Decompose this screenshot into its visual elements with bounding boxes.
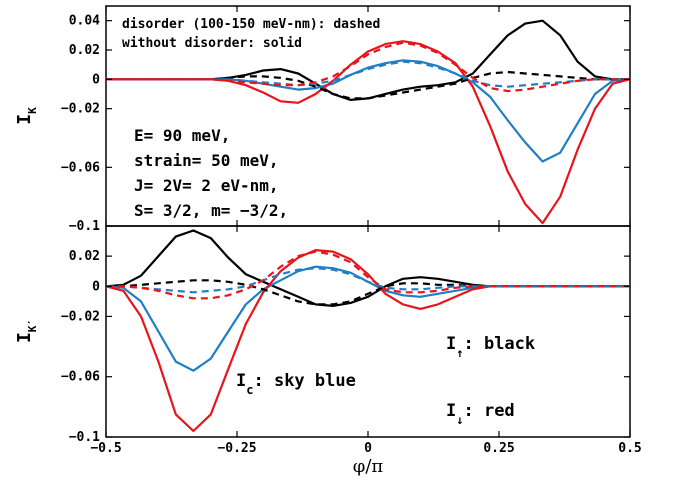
legend-spin-down-symbol: I	[446, 401, 456, 421]
legend-spin-down-text: : red	[463, 401, 514, 421]
legend-charge-sub: c	[246, 383, 253, 397]
x-axis-label: φ/π	[353, 456, 384, 477]
legend-charge-text: : sky blue	[253, 371, 355, 391]
x-tick-label: 0.5	[618, 441, 641, 456]
annotation-no-disorder: without disorder: solid	[122, 36, 302, 51]
tick-marks: 0.04 0.02 0 −0.02 −0.06 −0.1 0.02 0 −0.02 −0.06 −0…	[61, 6, 642, 456]
top-panel-marks	[106, 19, 631, 225]
x-tick-label: 0.25	[483, 441, 514, 456]
annotation-disorder: disorder (100-150 meV-nm): dashed	[122, 17, 380, 32]
bottom-panel-marks	[105, 229, 630, 433]
x-tick-label: 0	[364, 441, 372, 456]
legend-spin-up-text: : black	[463, 334, 535, 354]
top-series-charge-solid	[106, 59, 631, 163]
bottom-y-tick-label: −0.06	[61, 370, 100, 385]
annotation-spin: S= 3/2, m= −3/2,	[134, 201, 288, 220]
bottom-panel-frame	[105, 225, 631, 438]
legend-charge-symbol: I	[236, 371, 246, 391]
top-y-tick-label: −0.06	[61, 160, 100, 175]
legend-spin-up-symbol: I	[446, 334, 456, 354]
bottom-y-axis-label: IK′	[14, 319, 39, 343]
top-y-axis-sub: K	[26, 107, 39, 114]
legend-spin-down: I↓: red	[446, 401, 515, 427]
top-y-tick-label: −0.1	[69, 219, 100, 234]
bottom-series-down-dashed	[106, 250, 630, 300]
x-tick-label: −0.25	[217, 441, 256, 456]
legend-spin-down-sub: ↓	[456, 413, 463, 427]
top-series-up-solid	[106, 19, 630, 102]
legend-charge: Ic: sky blue	[236, 371, 356, 397]
bottom-y-axis-symbol: I	[14, 332, 35, 343]
top-y-axis-symbol: I	[14, 114, 35, 125]
legend-spin-up: I↑: black	[446, 334, 535, 360]
bottom-series-charge-dashed	[106, 267, 630, 294]
top-series-charge-dashed	[106, 60, 630, 88]
legend-spin-up-sub: ↑	[456, 346, 463, 360]
bottom-y-tick-label: 0.02	[69, 249, 100, 264]
bottom-series-up-dashed	[106, 279, 630, 306]
top-y-axis-label: IK	[14, 107, 39, 125]
bottom-y-axis-sub: K′	[26, 319, 39, 332]
annotation-coupling: J= 2V= 2 eV-nm,	[134, 176, 279, 195]
top-y-tick-label: 0.04	[69, 14, 100, 29]
bottom-y-tick-label: −0.02	[61, 309, 100, 324]
x-tick-label: −0.5	[90, 441, 121, 456]
annotation-energy: E= 90 meV,	[134, 126, 230, 145]
top-y-tick-label: 0	[92, 72, 100, 87]
annotation-strain: strain= 50 meV,	[134, 151, 279, 170]
top-series-down-dashed	[106, 41, 630, 93]
bottom-y-tick-label: 0	[92, 279, 100, 294]
bottom-y-tick-label: −0.1	[69, 430, 100, 445]
top-y-tick-label: 0.02	[69, 43, 100, 58]
top-y-tick-label: −0.02	[61, 102, 100, 117]
